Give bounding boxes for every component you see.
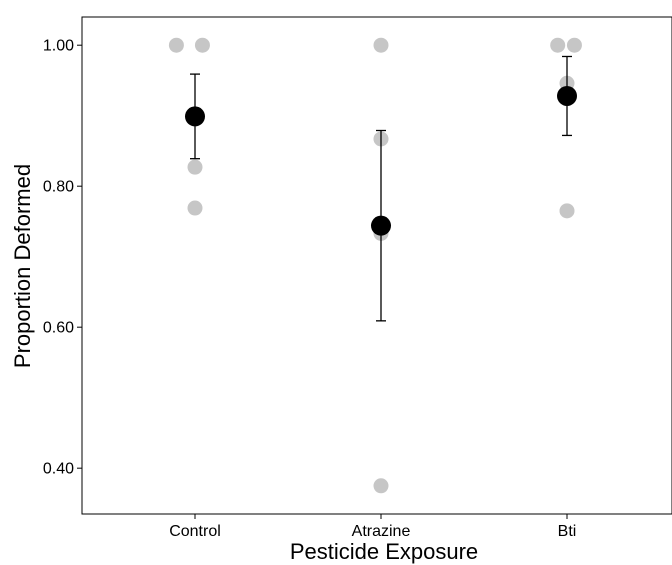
mean-points bbox=[185, 85, 577, 236]
raw-point bbox=[194, 37, 210, 53]
x-axis: Control Atrazine Bti bbox=[169, 514, 576, 540]
plot-panel bbox=[81, 16, 672, 515]
raw-point bbox=[566, 37, 582, 53]
mean-point bbox=[185, 106, 205, 127]
mean-point bbox=[557, 85, 577, 106]
raw-point bbox=[187, 159, 203, 175]
raw-point bbox=[373, 37, 389, 53]
raw-point bbox=[559, 203, 575, 219]
raw-point bbox=[168, 37, 184, 53]
raw-point bbox=[187, 200, 203, 216]
raw-point bbox=[550, 37, 566, 53]
y-axis: 0.40 0.60 0.80 1.00 bbox=[43, 38, 82, 478]
y-tick-label: 0.80 bbox=[43, 179, 74, 196]
x-tick-label: Bti bbox=[558, 523, 577, 540]
x-axis-title: Pesticide Exposure bbox=[290, 539, 478, 564]
x-tick-label: Control bbox=[169, 523, 221, 540]
mean-point bbox=[371, 215, 391, 236]
y-tick-label: 0.60 bbox=[43, 320, 74, 337]
x-tick-label: Atrazine bbox=[352, 523, 411, 540]
raw-point bbox=[373, 478, 389, 494]
y-tick-label: 0.40 bbox=[43, 461, 74, 478]
y-tick-label: 1.00 bbox=[43, 38, 74, 55]
y-axis-title: Proportion Deformed bbox=[10, 164, 35, 368]
